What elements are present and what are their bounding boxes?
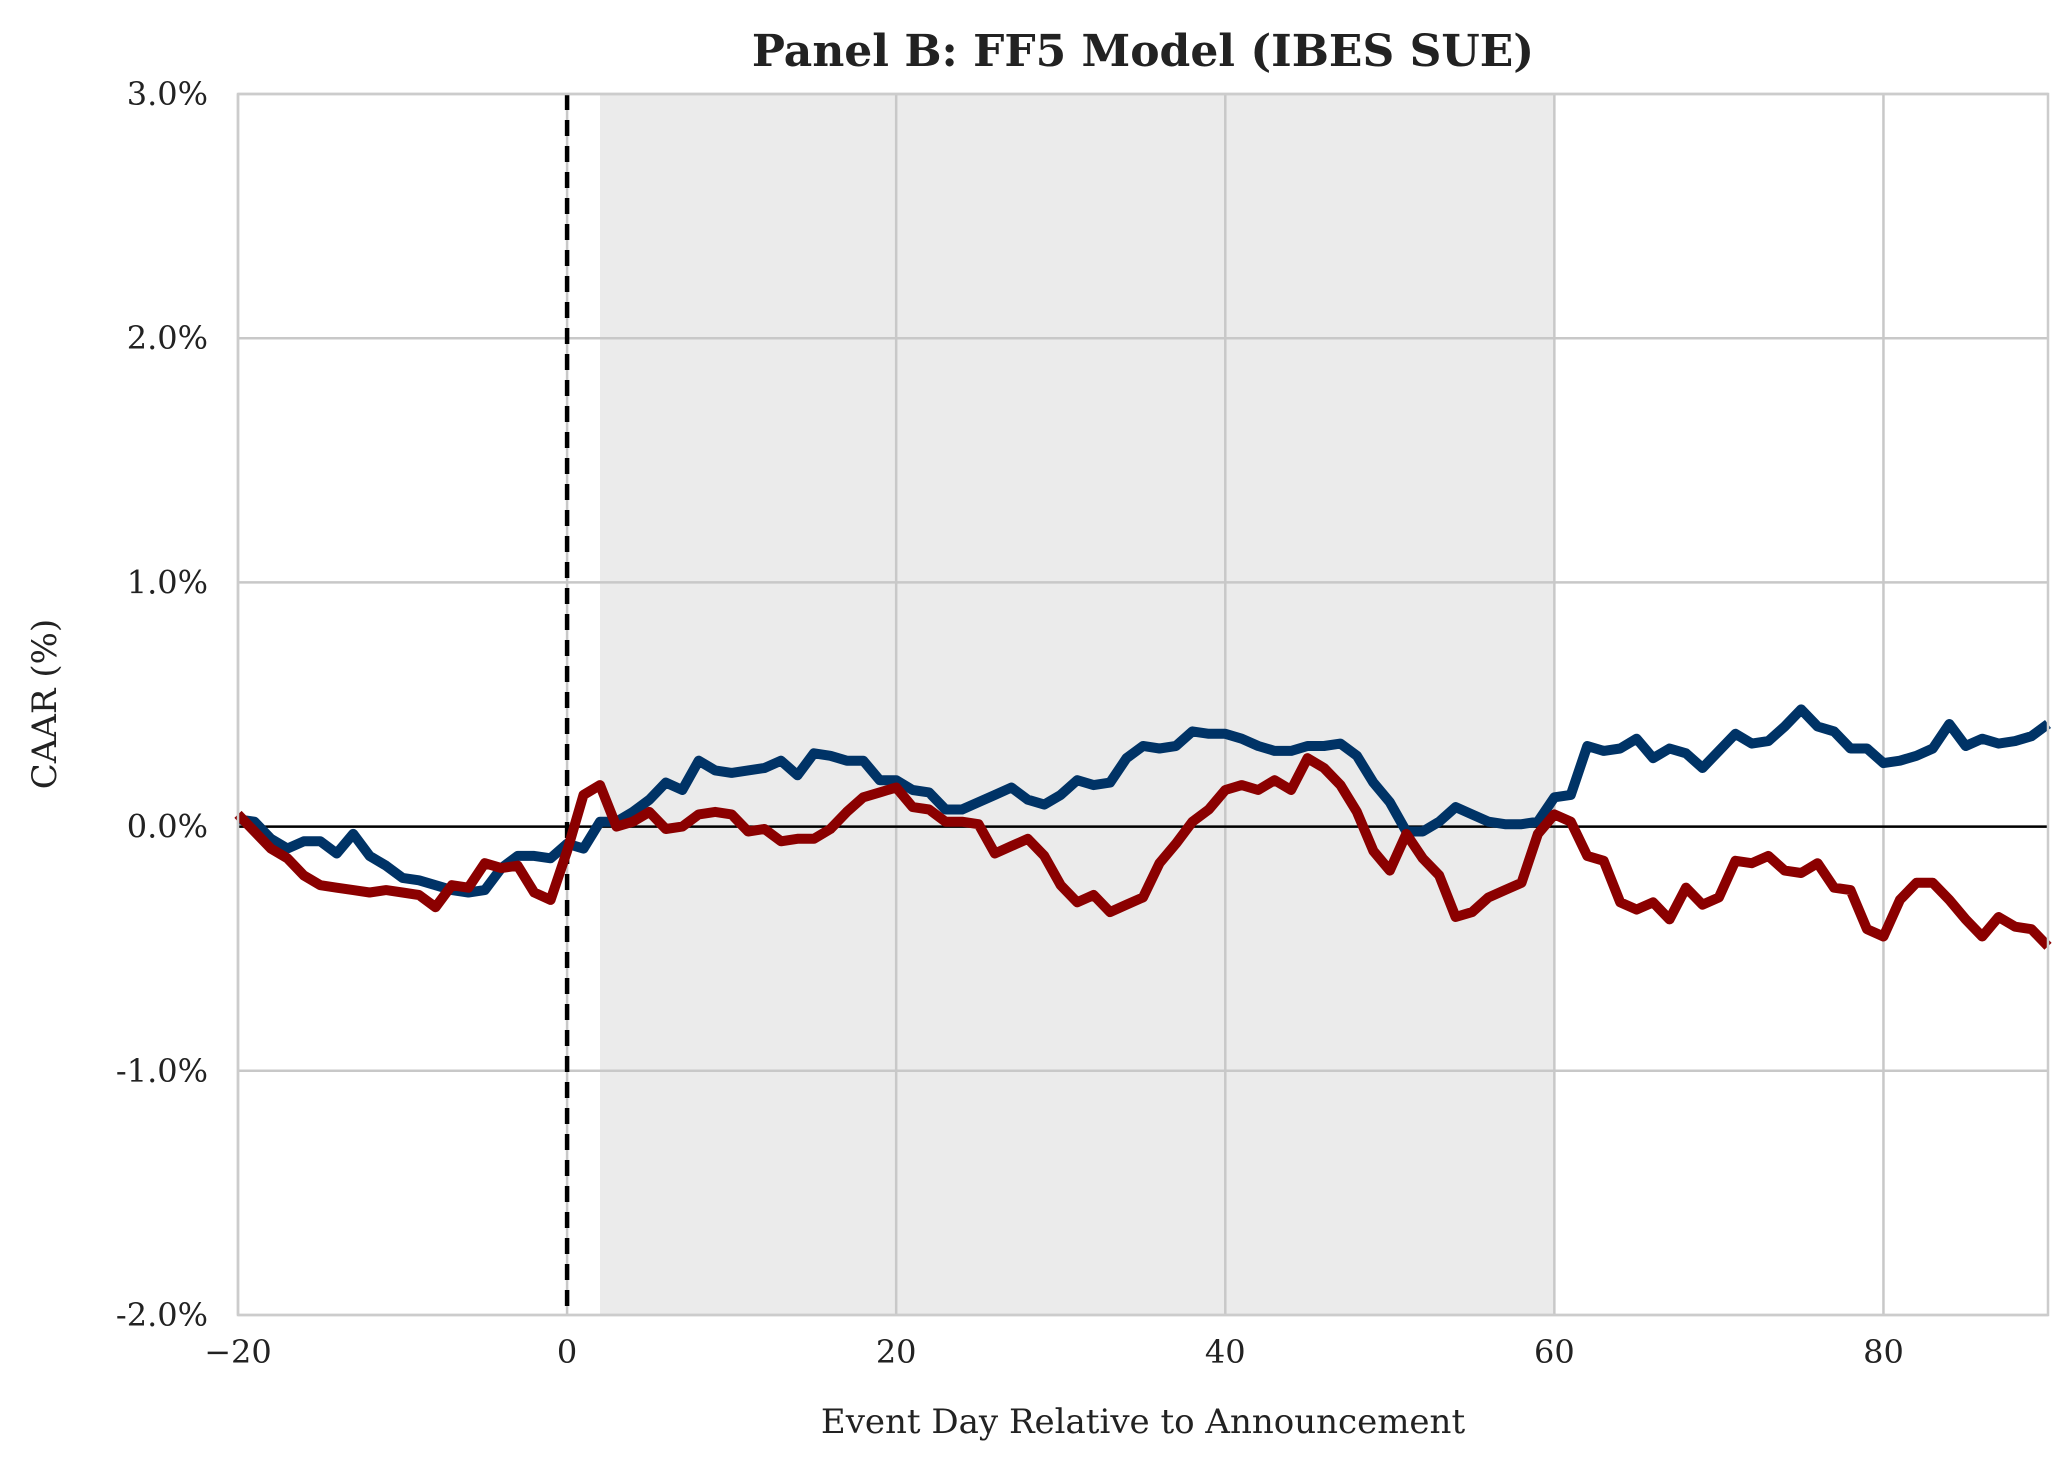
x-tick-labels: −20 0 20 40 60 80 <box>204 1333 1904 1371</box>
y-tick-label: 1.0% <box>127 563 208 601</box>
y-tick-label: -1.0% <box>116 1052 208 1090</box>
x-tick-label: 40 <box>1205 1333 1246 1371</box>
y-tick-label: 3.0% <box>127 75 208 113</box>
y-tick-label: -2.0% <box>116 1296 208 1334</box>
series-line-1 <box>237 704 2051 898</box>
series-line-2 <box>234 753 2052 950</box>
x-tick-label: 20 <box>876 1333 917 1371</box>
y-tick-labels: -2.0% -1.0% 0.0% 1.0% 2.0% 3.0% <box>116 75 208 1334</box>
y-axis-label: CAAR (%) <box>25 619 65 789</box>
x-tick-label: 0 <box>557 1333 577 1371</box>
x-tick-label: 80 <box>1863 1333 1904 1371</box>
x-axis-label: Event Day Relative to Announcement <box>821 1402 1466 1442</box>
x-tick-label: −20 <box>204 1333 272 1371</box>
x-tick-label: 60 <box>1534 1333 1575 1371</box>
y-tick-label: 0.0% <box>127 808 208 846</box>
series-lines <box>234 704 2052 950</box>
plot-frame <box>236 92 2050 1317</box>
chart-title: Panel B: FF5 Model (IBES SUE) <box>752 26 1534 77</box>
post-announcement-shaded-region <box>600 94 1555 1315</box>
y-tick-label: 2.0% <box>127 319 208 357</box>
